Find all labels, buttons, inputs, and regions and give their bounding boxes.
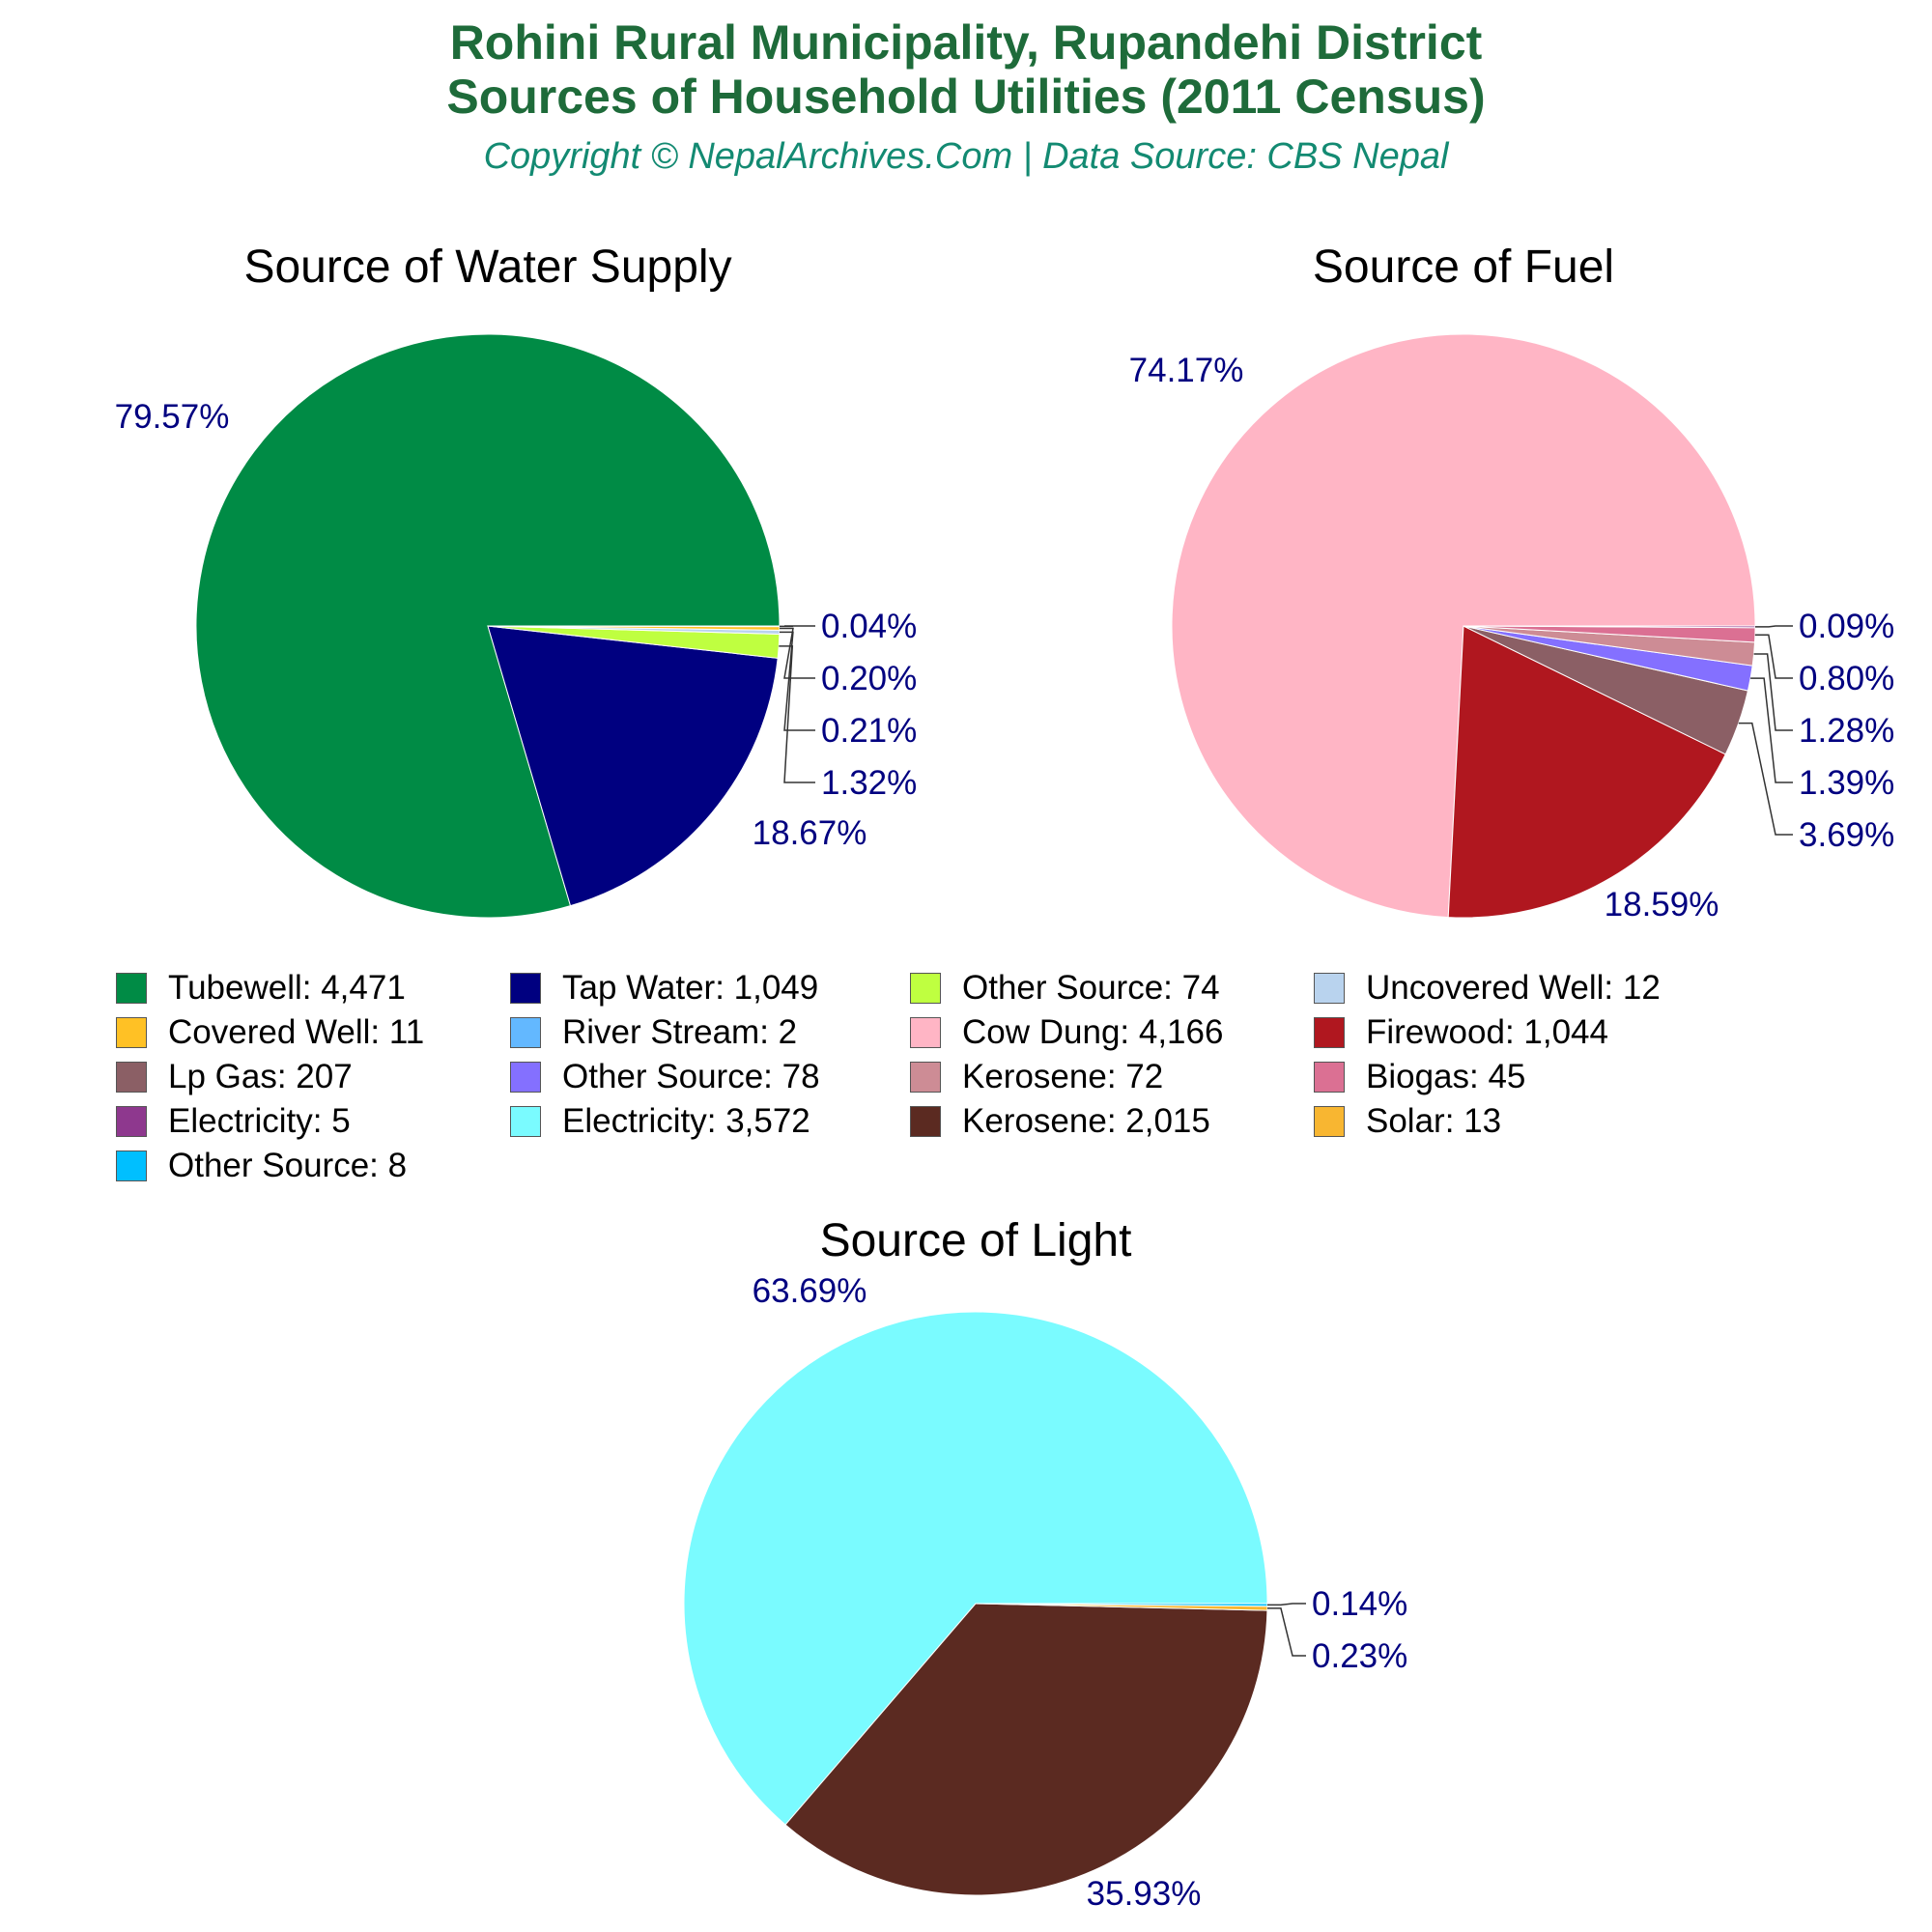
legend-label: Biogas: 45 <box>1366 1058 1526 1095</box>
fuel-pie-chart: Source of Fuel 74.17% 18.59% 0.09% 0.80% 1.2… <box>1129 242 1895 923</box>
legend-swatch <box>116 1017 147 1048</box>
water-supply-percent-label: 1.32% <box>821 764 917 802</box>
legend-label: Lp Gas: 207 <box>168 1058 353 1095</box>
light-slice-electricity <box>683 1311 1268 1826</box>
fuel-leader-line <box>1754 634 1793 679</box>
legend-label: Other Source: 74 <box>962 969 1220 1007</box>
legend-swatch <box>910 973 941 1004</box>
legend-label: Kerosene: 72 <box>962 1058 1164 1095</box>
water-supply-leader-line <box>779 631 815 731</box>
legend-item: Other Source: 78 <box>510 1055 820 1099</box>
light-chart-title: Source of Light <box>820 1215 1132 1266</box>
legend-item: River Stream: 2 <box>510 1010 797 1055</box>
light-slice-kerosene <box>784 1603 1268 1896</box>
light-leader-line <box>1266 1603 1306 1606</box>
legend-item: Solar: 13 <box>1314 1099 1501 1144</box>
legend-swatch <box>1314 1106 1345 1137</box>
water-supply-percent-label: 0.21% <box>821 712 917 750</box>
main-title-line-1: Rohini Rural Municipality, Rupandehi Dis… <box>449 15 1483 70</box>
legend-item: Electricity: 5 <box>116 1099 351 1144</box>
legend-item: Other Source: 74 <box>910 966 1220 1010</box>
legend-swatch <box>910 1062 941 1093</box>
legend-item: Kerosene: 72 <box>910 1055 1163 1099</box>
legend-swatch <box>1314 1062 1345 1093</box>
legend-swatch <box>510 1062 541 1093</box>
water-supply-percent-label: 0.04% <box>821 608 917 645</box>
light-percent-label: 0.14% <box>1312 1585 1407 1623</box>
legend-label: Kerosene: 2,015 <box>962 1102 1210 1140</box>
legend-swatch <box>116 1106 147 1137</box>
light-leader-line <box>1266 1607 1306 1657</box>
copyright-subtitle: Copyright © NepalArchives.Com | Data Sou… <box>483 136 1449 177</box>
legend-swatch <box>510 1106 541 1137</box>
legend-swatch <box>1314 1017 1345 1048</box>
fuel-leader-line <box>1738 722 1793 836</box>
legend-item: Tap Water: 1,049 <box>510 966 818 1010</box>
water-supply-leader-line <box>779 627 815 679</box>
water-supply-percent-label: 0.20% <box>821 660 917 697</box>
water-supply-percent-label: 79.57% <box>115 398 230 436</box>
water-supply-pie-chart: Source of Water Supply 79.57% 18.67% 0.04%… <box>115 242 917 919</box>
legend-label: River Stream: 2 <box>562 1013 798 1051</box>
legend-item: Cow Dung: 4,166 <box>910 1010 1223 1055</box>
legend-swatch <box>910 1106 941 1137</box>
legend-item: Electricity: 3,572 <box>510 1099 810 1144</box>
fuel-leader-line <box>1750 677 1793 783</box>
fuel-percent-label: 1.39% <box>1799 764 1894 802</box>
fuel-percent-label: 0.09% <box>1799 608 1894 645</box>
legend-label: Covered Well: 11 <box>168 1013 425 1051</box>
water-supply-slice-tap-water <box>487 625 779 907</box>
legend-label: Electricity: 5 <box>168 1102 351 1140</box>
legend-label: Tubewell: 4,471 <box>168 969 406 1007</box>
legend-item: Lp Gas: 207 <box>116 1055 353 1099</box>
legend-label: Solar: 13 <box>1366 1102 1502 1140</box>
light-percent-label: 35.93% <box>1087 1875 1202 1913</box>
main-title-line-2: Sources of Household Utilities (2011 Cen… <box>446 70 1486 124</box>
legend-label: Cow Dung: 4,166 <box>962 1013 1224 1051</box>
fuel-leader-line <box>1754 625 1793 628</box>
fuel-percent-label: 1.28% <box>1799 712 1894 750</box>
water-supply-leader-line <box>779 645 815 783</box>
legend-label: Other Source: 8 <box>168 1147 408 1184</box>
legend-swatch <box>116 973 147 1004</box>
legend-label: Firewood: 1,044 <box>1366 1013 1608 1051</box>
legend-label: Tap Water: 1,049 <box>562 969 819 1007</box>
legend-swatch <box>116 1151 147 1181</box>
legend-item: Biogas: 45 <box>1314 1055 1525 1099</box>
legend-label: Electricity: 3,572 <box>562 1102 810 1140</box>
water-supply-chart-title: Source of Water Supply <box>243 242 731 293</box>
fuel-percent-label: 3.69% <box>1799 816 1894 854</box>
legend-swatch <box>910 1017 941 1048</box>
legend-label: Other Source: 78 <box>562 1058 820 1095</box>
fuel-chart-title: Source of Fuel <box>1313 242 1614 293</box>
legend-swatch <box>116 1062 147 1093</box>
legend-swatch <box>510 1017 541 1048</box>
light-percent-label: 0.23% <box>1312 1637 1407 1675</box>
chart-header: Rohini Rural Municipality, Rupandehi Dis… <box>0 0 1932 178</box>
legend-item: Other Source: 8 <box>116 1144 407 1188</box>
legend-swatch <box>510 973 541 1004</box>
legend-item: Firewood: 1,044 <box>1314 1010 1608 1055</box>
fuel-percent-label: 0.80% <box>1799 660 1894 697</box>
fuel-leader-line <box>1753 653 1793 731</box>
light-percent-label: 63.69% <box>753 1272 867 1310</box>
legend-swatch <box>1314 973 1345 1004</box>
water-supply-slice-river-stream <box>487 625 781 628</box>
light-pie-chart: Source of Light 63.69% 35.93% 0.14% 0.23% <box>683 1215 1407 1913</box>
fuel-slice-firewood <box>1447 625 1726 919</box>
legend-item: Uncovered Well: 12 <box>1314 966 1661 1010</box>
legend-label: Uncovered Well: 12 <box>1366 969 1661 1007</box>
fuel-percent-label: 74.17% <box>1129 352 1244 389</box>
legend-item: Kerosene: 2,015 <box>910 1099 1210 1144</box>
fuel-percent-label: 18.59% <box>1605 886 1719 923</box>
water-supply-percent-label: 18.67% <box>753 814 867 852</box>
legend-item: Tubewell: 4,471 <box>116 966 406 1010</box>
legend-item: Covered Well: 11 <box>116 1010 424 1055</box>
